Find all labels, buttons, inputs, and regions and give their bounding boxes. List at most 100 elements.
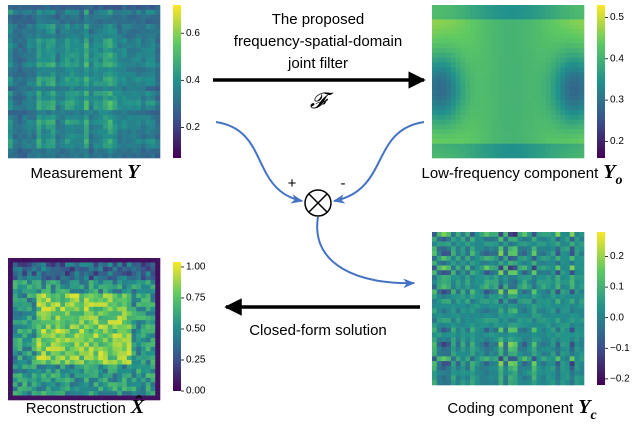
heatmap-cell xyxy=(122,134,127,139)
heatmap-cell xyxy=(37,148,42,153)
heatmap-cell xyxy=(41,391,46,396)
heatmap-cell xyxy=(499,58,504,63)
heatmap-cell xyxy=(503,82,508,87)
heatmap-cell xyxy=(579,110,584,115)
heatmap-cell xyxy=(556,323,561,328)
heatmap-cell xyxy=(108,289,113,294)
heatmap-cell xyxy=(480,125,485,130)
heatmap-cell xyxy=(480,242,485,247)
heatmap-cell xyxy=(41,338,46,343)
heatmap-cell xyxy=(551,19,556,24)
heatmap-cell xyxy=(432,120,437,125)
heatmap-cell xyxy=(8,320,13,325)
heatmap-cell xyxy=(113,29,118,34)
heatmap-cell xyxy=(51,311,56,316)
heatmap-cell xyxy=(499,125,504,130)
heatmap-cell xyxy=(456,67,461,72)
heatmap-cell xyxy=(508,313,513,318)
heatmap-cell xyxy=(518,144,523,149)
heatmap-cell xyxy=(151,34,156,39)
heatmap-cell xyxy=(98,53,103,58)
heatmap-cell xyxy=(18,289,23,294)
heatmap-cell xyxy=(465,337,470,342)
heatmap-cell xyxy=(570,356,575,361)
heatmap-cell xyxy=(518,139,523,144)
heatmap-cell xyxy=(546,309,551,314)
heatmap-cell xyxy=(37,391,42,396)
heatmap-cell xyxy=(32,125,37,130)
heatmap-cell xyxy=(446,323,451,328)
heatmap-cell xyxy=(60,29,65,34)
heatmap-cell xyxy=(456,337,461,342)
heatmap-cell xyxy=(56,10,61,15)
heatmap-cell xyxy=(75,302,80,307)
heatmap-cell xyxy=(65,53,70,58)
heatmap-cell xyxy=(136,105,141,110)
heatmap-cell xyxy=(75,356,80,361)
heatmap-cell xyxy=(41,294,46,299)
heatmap-cell xyxy=(84,129,89,134)
heatmap-cell xyxy=(117,82,122,87)
colorbar-tick-label: 0.2 xyxy=(610,251,624,262)
heatmap-cell xyxy=(151,148,156,153)
heatmap-cell xyxy=(108,280,113,285)
heatmap-cell xyxy=(437,299,442,304)
heatmap-cell xyxy=(84,271,89,276)
heatmap-cell xyxy=(546,337,551,342)
heatmap-cell xyxy=(484,48,489,53)
heatmap-cell xyxy=(113,391,118,396)
heatmap-cell xyxy=(475,256,480,261)
heatmap-cell xyxy=(484,342,489,347)
heatmap-cell xyxy=(32,19,37,24)
heatmap-cell xyxy=(570,347,575,352)
heatmap-cell xyxy=(84,298,89,303)
heatmap-cell xyxy=(60,276,65,281)
colorbar xyxy=(597,5,605,158)
heatmap-cell xyxy=(532,299,537,304)
heatmap-cell xyxy=(70,351,75,356)
heatmap-cell xyxy=(117,302,122,307)
heatmap-cell xyxy=(499,91,504,96)
heatmap-cell xyxy=(41,320,46,325)
heatmap-cell xyxy=(8,338,13,343)
heatmap-cell xyxy=(79,258,84,263)
heatmap-cell xyxy=(480,91,485,96)
heatmap-cell xyxy=(65,34,70,39)
heatmap-cell xyxy=(79,110,84,115)
heatmap-cell xyxy=(136,139,141,144)
heatmap-cell xyxy=(537,289,542,294)
heatmap-cell xyxy=(94,105,99,110)
heatmap-cell xyxy=(537,153,542,158)
heatmap-cell xyxy=(465,318,470,323)
heatmap-cell xyxy=(108,34,113,39)
heatmap-cell xyxy=(537,48,542,53)
heatmap-cell xyxy=(432,91,437,96)
heatmap-cell xyxy=(56,316,61,321)
heatmap-cell xyxy=(98,365,103,370)
heatmap-cell xyxy=(499,356,504,361)
heatmap-cell xyxy=(470,270,475,275)
heatmap-cell xyxy=(456,38,461,43)
heatmap-cell xyxy=(494,48,499,53)
heatmap-cell xyxy=(527,232,532,237)
heatmap-cell xyxy=(79,115,84,120)
heatmap-cell xyxy=(136,15,141,20)
heatmap-cell xyxy=(465,24,470,29)
heatmap-cell xyxy=(579,309,584,314)
heatmap-cell xyxy=(484,53,489,58)
heatmap-cell xyxy=(75,72,80,77)
heatmap-cell xyxy=(22,10,27,15)
heatmap-cell xyxy=(461,285,466,290)
heatmap-cell xyxy=(65,285,70,290)
heatmap-cell xyxy=(546,72,551,77)
heatmap-cell xyxy=(484,289,489,294)
heatmap-cell xyxy=(65,258,70,263)
heatmap-cell xyxy=(446,232,451,237)
heatmap-cell xyxy=(13,396,18,401)
heatmap-cell xyxy=(151,91,156,96)
heatmap-cell xyxy=(484,251,489,256)
heatmap-cell xyxy=(475,246,480,251)
heatmap-cell xyxy=(155,19,160,24)
heatmap-cell xyxy=(556,10,561,15)
heatmap-cell xyxy=(132,347,137,352)
